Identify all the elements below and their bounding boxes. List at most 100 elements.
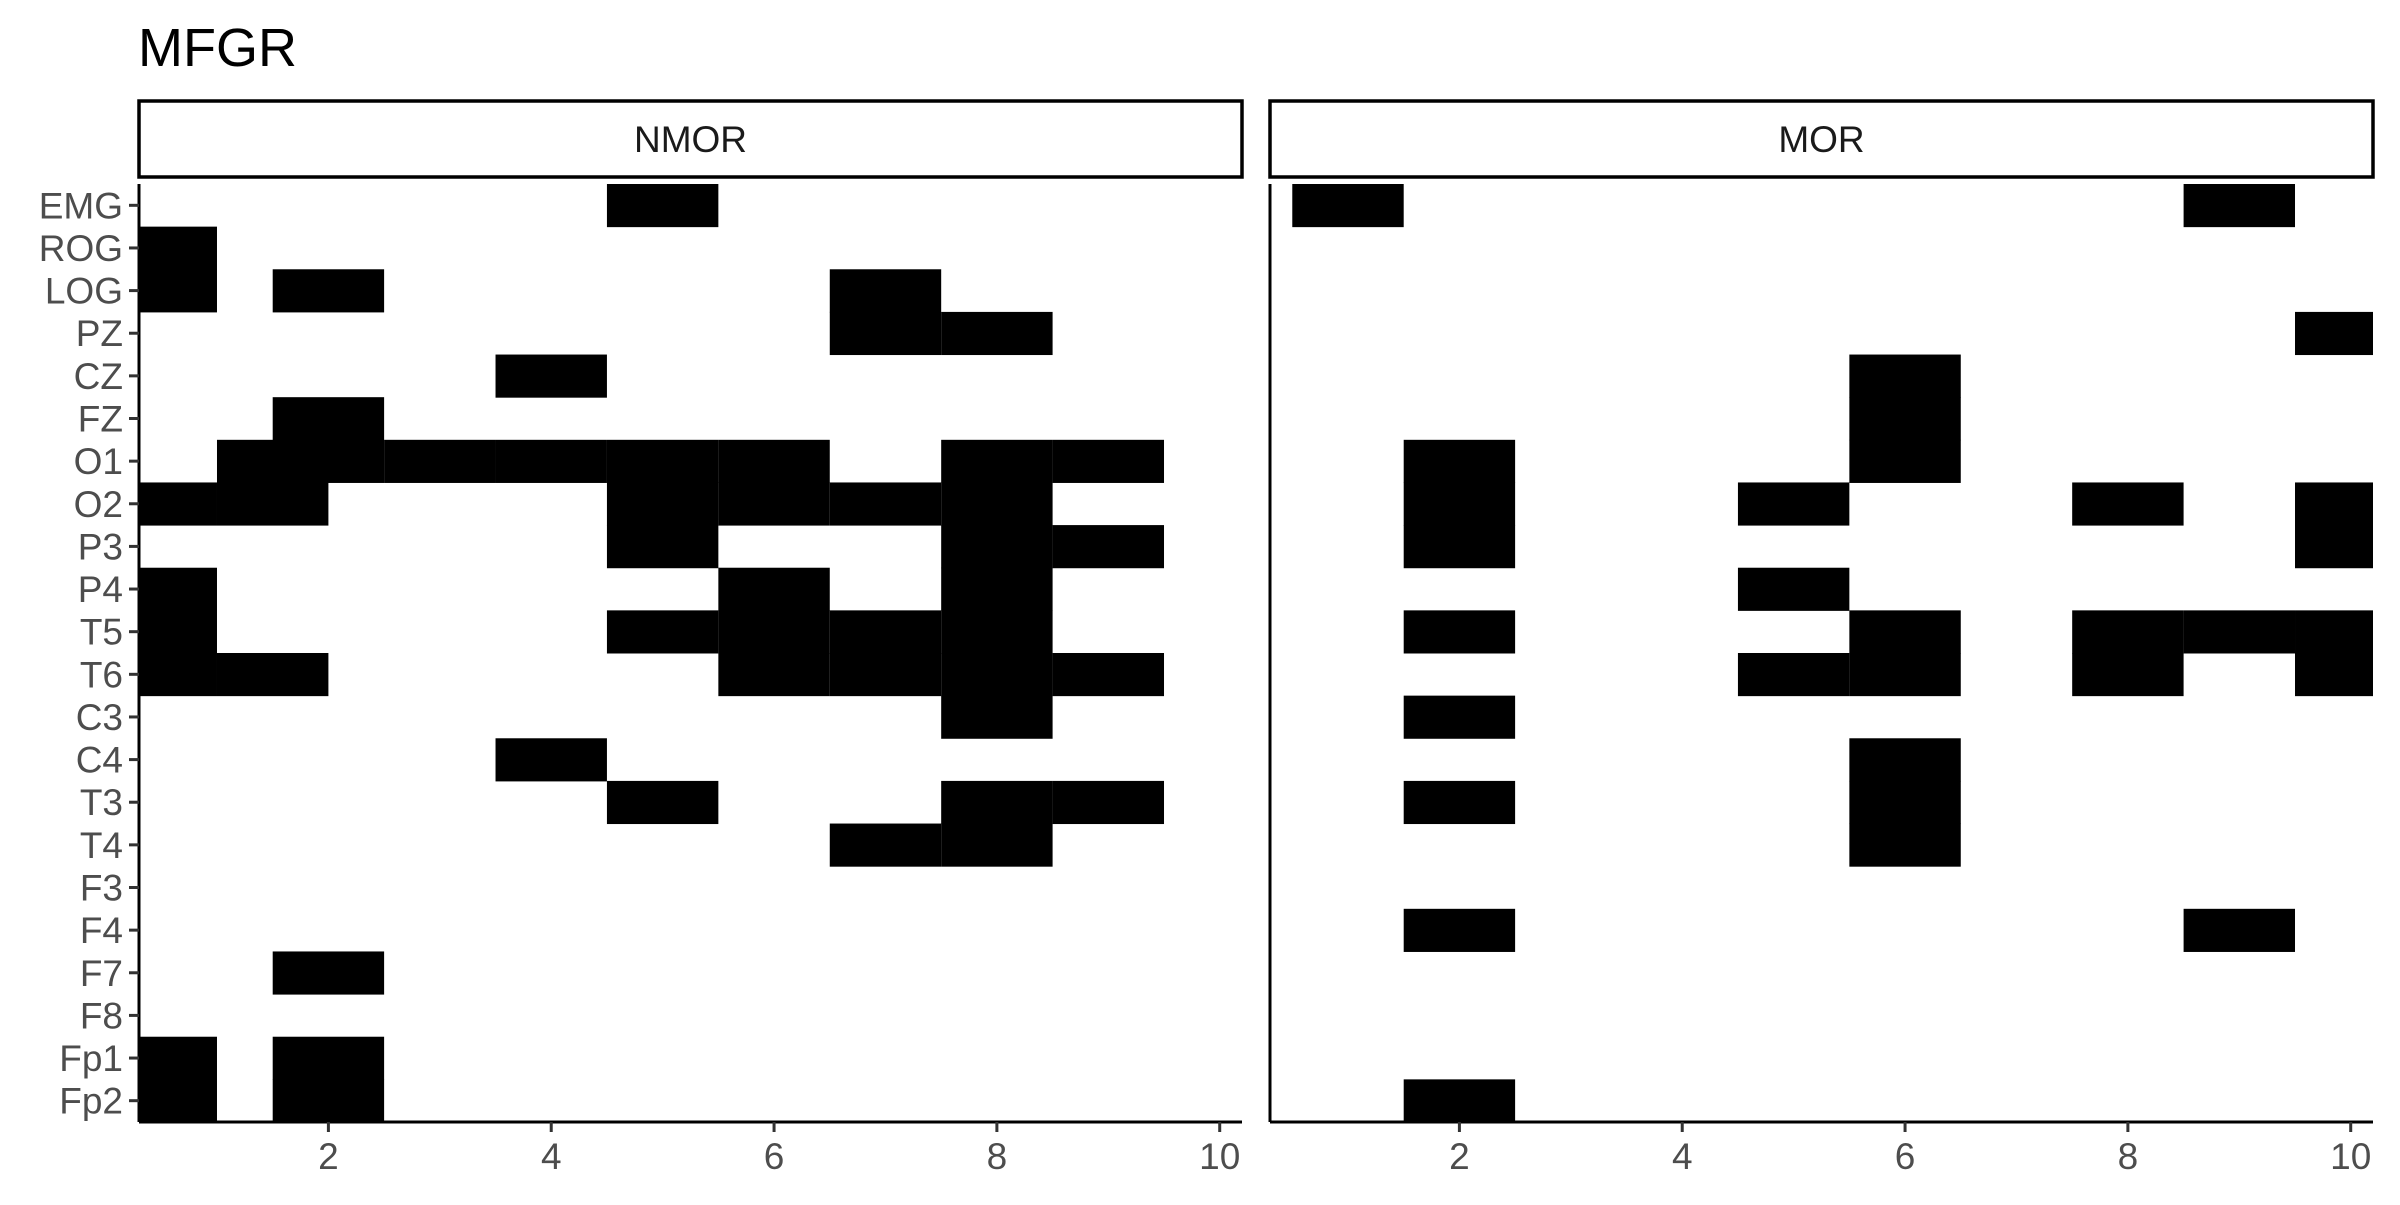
- x-tick-label: 6: [1895, 1136, 1916, 1177]
- heatmap-cell: [495, 439, 607, 483]
- x-tick-label: 10: [2330, 1136, 2371, 1177]
- heatmap-cell: [606, 525, 719, 569]
- facet-strip: [1268, 99, 2375, 179]
- heatmap-cell: [941, 610, 1053, 654]
- heatmap-cell: [1849, 439, 1961, 483]
- heatmap-cell: [1849, 397, 1961, 441]
- y-tick-label: C4: [76, 740, 123, 781]
- heatmap-cell: [1849, 653, 1961, 697]
- y-tick-label: P3: [78, 526, 123, 567]
- heatmap-cell: [941, 311, 1053, 356]
- heatmap-cell: [1403, 610, 1516, 654]
- panels-group: NMOR 2 4 6 8 10 MOR 2 4 6 8 10: [137, 99, 2375, 1177]
- heatmap-cell: [2295, 610, 2373, 654]
- heatmap-cell: [139, 1079, 217, 1123]
- heatmap-cell: [1403, 482, 1516, 526]
- heatmap-cell: [139, 226, 217, 270]
- y-axis: EMGROGLOGPZCZFZO1O2P3P4T5T6C3C4T3T4F3F4F…: [39, 185, 139, 1122]
- heatmap-cell: [606, 780, 719, 825]
- heatmap-cell: [1849, 738, 1961, 782]
- facet-strip-label: NMOR: [634, 119, 747, 160]
- heatmap-cell: [216, 653, 329, 697]
- heatmap-cell: [1403, 1079, 1516, 1123]
- y-tick-label: O2: [74, 484, 123, 525]
- y-tick-label: FZ: [78, 399, 123, 440]
- heatmap-cell: [2072, 482, 2184, 526]
- heatmap-cell: [1849, 354, 1961, 398]
- heatmap-cell: [272, 951, 385, 995]
- heatmap-cell: [941, 780, 1053, 825]
- heatmap-cell: [829, 311, 942, 356]
- x-tick-label: 8: [2118, 1136, 2139, 1177]
- heatmap-cell: [272, 397, 385, 441]
- heatmap-cell: [2183, 184, 2296, 228]
- x-tick-label: 2: [318, 1136, 339, 1177]
- y-tick-label: F3: [80, 868, 123, 909]
- y-tick-label: C3: [76, 697, 123, 738]
- heatmap-cell: [941, 567, 1053, 611]
- heatmap-cell: [139, 482, 217, 526]
- heatmap-cell: [2295, 482, 2373, 526]
- heatmap-cell: [1052, 653, 1165, 697]
- heatmap-cell: [216, 482, 329, 526]
- heatmap-cell: [718, 610, 830, 654]
- y-tick-label: LOG: [45, 271, 123, 312]
- y-tick-label: O1: [74, 441, 123, 482]
- heatmap-cell: [495, 738, 607, 782]
- heatmap-cell: [139, 567, 217, 611]
- heatmap-cell: [829, 610, 942, 654]
- x-tick-label: 6: [764, 1136, 785, 1177]
- heatmap-cell: [1403, 439, 1516, 483]
- x-tick-label: 2: [1449, 1136, 1470, 1177]
- x-tick-label: 10: [1199, 1136, 1240, 1177]
- heatmap-cell: [718, 482, 830, 526]
- heatmap-cell: [272, 1079, 385, 1123]
- y-tick-label: ROG: [39, 228, 123, 269]
- y-tick-label: T4: [80, 825, 123, 866]
- x-tick-label: 4: [541, 1136, 562, 1177]
- chart-title: MFGR: [138, 18, 297, 78]
- heatmap-cell: [1737, 482, 1850, 526]
- heatmap-cell: [941, 439, 1053, 483]
- heatmap-cell: [1737, 567, 1850, 611]
- heatmap-cell: [2183, 908, 2296, 952]
- heatmap-cell: [139, 269, 217, 313]
- heatmap-cell: [1403, 908, 1516, 952]
- heatmap-cell: [2295, 525, 2373, 569]
- y-tick-label: F7: [80, 953, 123, 994]
- y-tick-label: T3: [80, 782, 123, 823]
- heatmap-cell: [941, 525, 1053, 569]
- y-tick-label: F4: [80, 910, 123, 951]
- y-tick-label: F8: [80, 995, 123, 1036]
- heatmap-cell: [829, 482, 942, 526]
- y-tick-label: PZ: [76, 313, 123, 354]
- heatmap-cell: [941, 653, 1053, 697]
- heatmap-cell: [1403, 780, 1516, 825]
- panel-nmor: NMOR 2 4 6 8 10: [137, 99, 1244, 1177]
- heatmap-cell: [718, 567, 830, 611]
- heatmap-cell: [2183, 610, 2296, 654]
- heatmap-cell: [495, 354, 607, 398]
- heatmap-cell: [1052, 525, 1165, 569]
- heatmap-cell: [272, 1036, 385, 1080]
- heatmap-cell: [2295, 653, 2373, 697]
- heatmap-cell: [1403, 525, 1516, 569]
- heatmap-cell: [718, 439, 830, 483]
- panel-mor: MOR 2 4 6 8 10: [1268, 99, 2375, 1177]
- heatmap-cell: [384, 439, 496, 483]
- heatmap-cell: [941, 695, 1053, 739]
- y-tick-label: Fp1: [59, 1038, 123, 1079]
- heatmap-cell: [1052, 439, 1165, 483]
- x-tick-label: 4: [1672, 1136, 1693, 1177]
- heatmap-cell: [829, 269, 942, 313]
- y-tick-label: T5: [80, 612, 123, 653]
- y-tick-label: CZ: [74, 356, 123, 397]
- heatmap-cell: [2072, 653, 2184, 697]
- heatmap-cell: [139, 653, 217, 697]
- heatmap-cell: [272, 439, 385, 483]
- heatmap-cell: [606, 184, 719, 228]
- heatmap-cell: [1849, 780, 1961, 825]
- heatmap-cell: [139, 610, 217, 654]
- heatmap-cell: [941, 482, 1053, 526]
